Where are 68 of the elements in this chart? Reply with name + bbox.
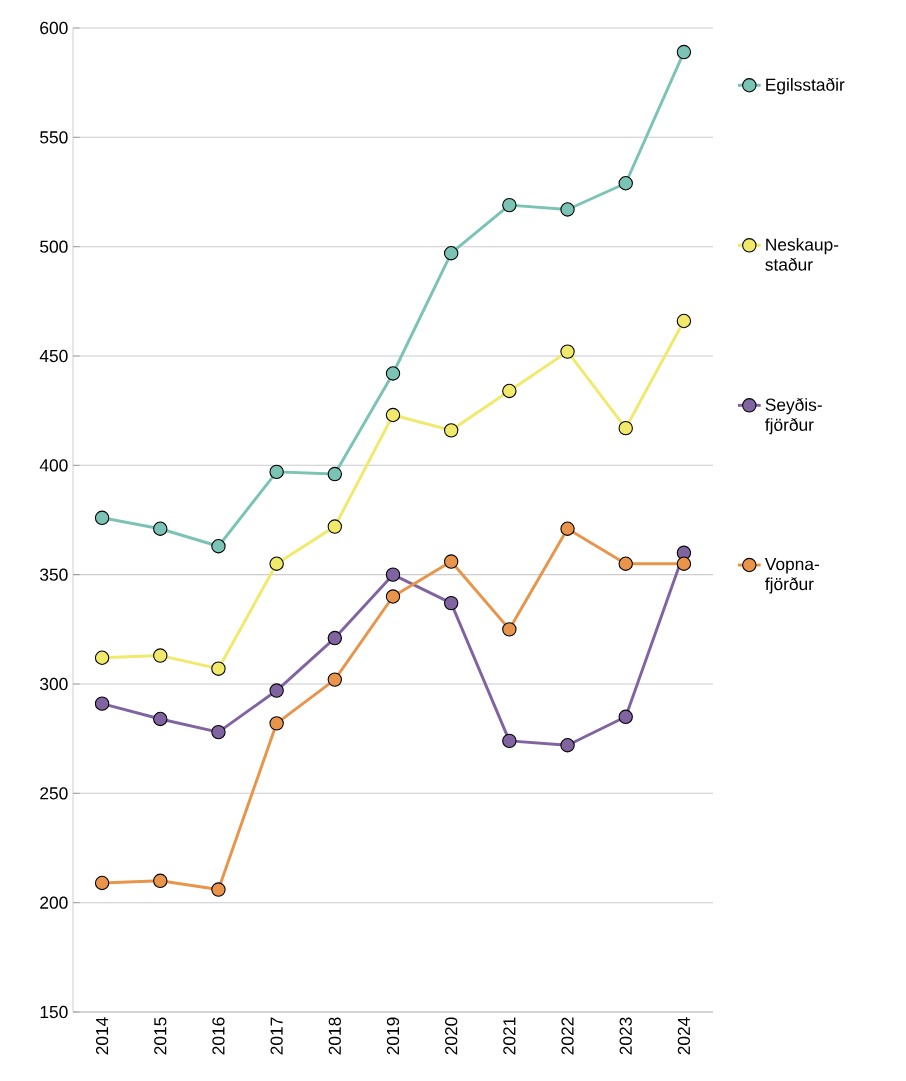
point: [502, 733, 517, 749]
x-tick-label: 2016: [212, 1017, 225, 1055]
point: [443, 246, 459, 261]
point: [211, 539, 226, 554]
point: [94, 650, 110, 665]
point: [211, 661, 226, 676]
point: [618, 176, 633, 191]
point: [327, 630, 343, 646]
point: [443, 595, 459, 611]
point: [269, 556, 284, 571]
point: [502, 622, 517, 637]
point: [560, 738, 575, 753]
point: [327, 672, 343, 687]
point: [502, 383, 517, 399]
point: [94, 696, 110, 711]
point: [385, 407, 401, 423]
point: [676, 313, 692, 329]
x-tick-label: 2020: [445, 1017, 458, 1055]
legend-label: Vopna-fjörður: [764, 558, 819, 594]
point: [618, 556, 633, 571]
x-tick-label: 2015: [154, 1017, 167, 1055]
point: [94, 875, 110, 891]
point: [618, 420, 633, 436]
x-tick-label: 2024: [677, 1017, 691, 1055]
point: [327, 466, 343, 482]
y-tick-label: 350: [40, 568, 68, 581]
point: [676, 44, 692, 60]
point: [385, 589, 401, 604]
point: [153, 521, 168, 536]
point: [94, 510, 110, 526]
x-tick-label: 2014: [95, 1017, 109, 1055]
y-tick-label: 250: [40, 787, 68, 800]
x-tick-label: 2021: [503, 1017, 516, 1055]
point: [269, 683, 284, 698]
point: [327, 519, 343, 534]
legend-label: Egilsstaðir: [766, 77, 845, 95]
y-tick-label: 550: [40, 131, 68, 144]
legend-label: Neskaup-staður: [765, 238, 839, 271]
y-tick-label: 300: [40, 677, 68, 691]
point: [153, 873, 168, 888]
point: [618, 709, 633, 724]
point: [676, 556, 692, 571]
y-tick-label: 500: [40, 240, 68, 253]
x-tick-label: 2018: [328, 1017, 341, 1055]
point: [385, 567, 401, 582]
point: [153, 648, 168, 663]
x-tick-label: 2023: [619, 1017, 632, 1055]
point: [443, 554, 459, 569]
y-tick-label: 150: [40, 1005, 68, 1019]
y-tick-label: 450: [39, 349, 68, 363]
y-tick-label: 400: [39, 459, 68, 472]
point: [385, 366, 401, 381]
point: [211, 882, 226, 897]
point: [502, 197, 517, 213]
point: [211, 724, 226, 740]
point: [443, 423, 459, 438]
point: [269, 716, 284, 731]
x-tick-label: 2022: [561, 1017, 574, 1055]
point: [560, 521, 575, 536]
legend-label: Seyðis-fjörður: [765, 397, 822, 435]
y-tick-label: 600: [40, 21, 68, 35]
x-tick-label: 2017: [270, 1017, 283, 1055]
point: [560, 202, 575, 217]
point: [560, 344, 575, 359]
y-tick-label: 200: [40, 896, 68, 909]
x-tick-label: 2019: [386, 1017, 400, 1055]
point: [153, 711, 168, 727]
point: [269, 464, 284, 480]
